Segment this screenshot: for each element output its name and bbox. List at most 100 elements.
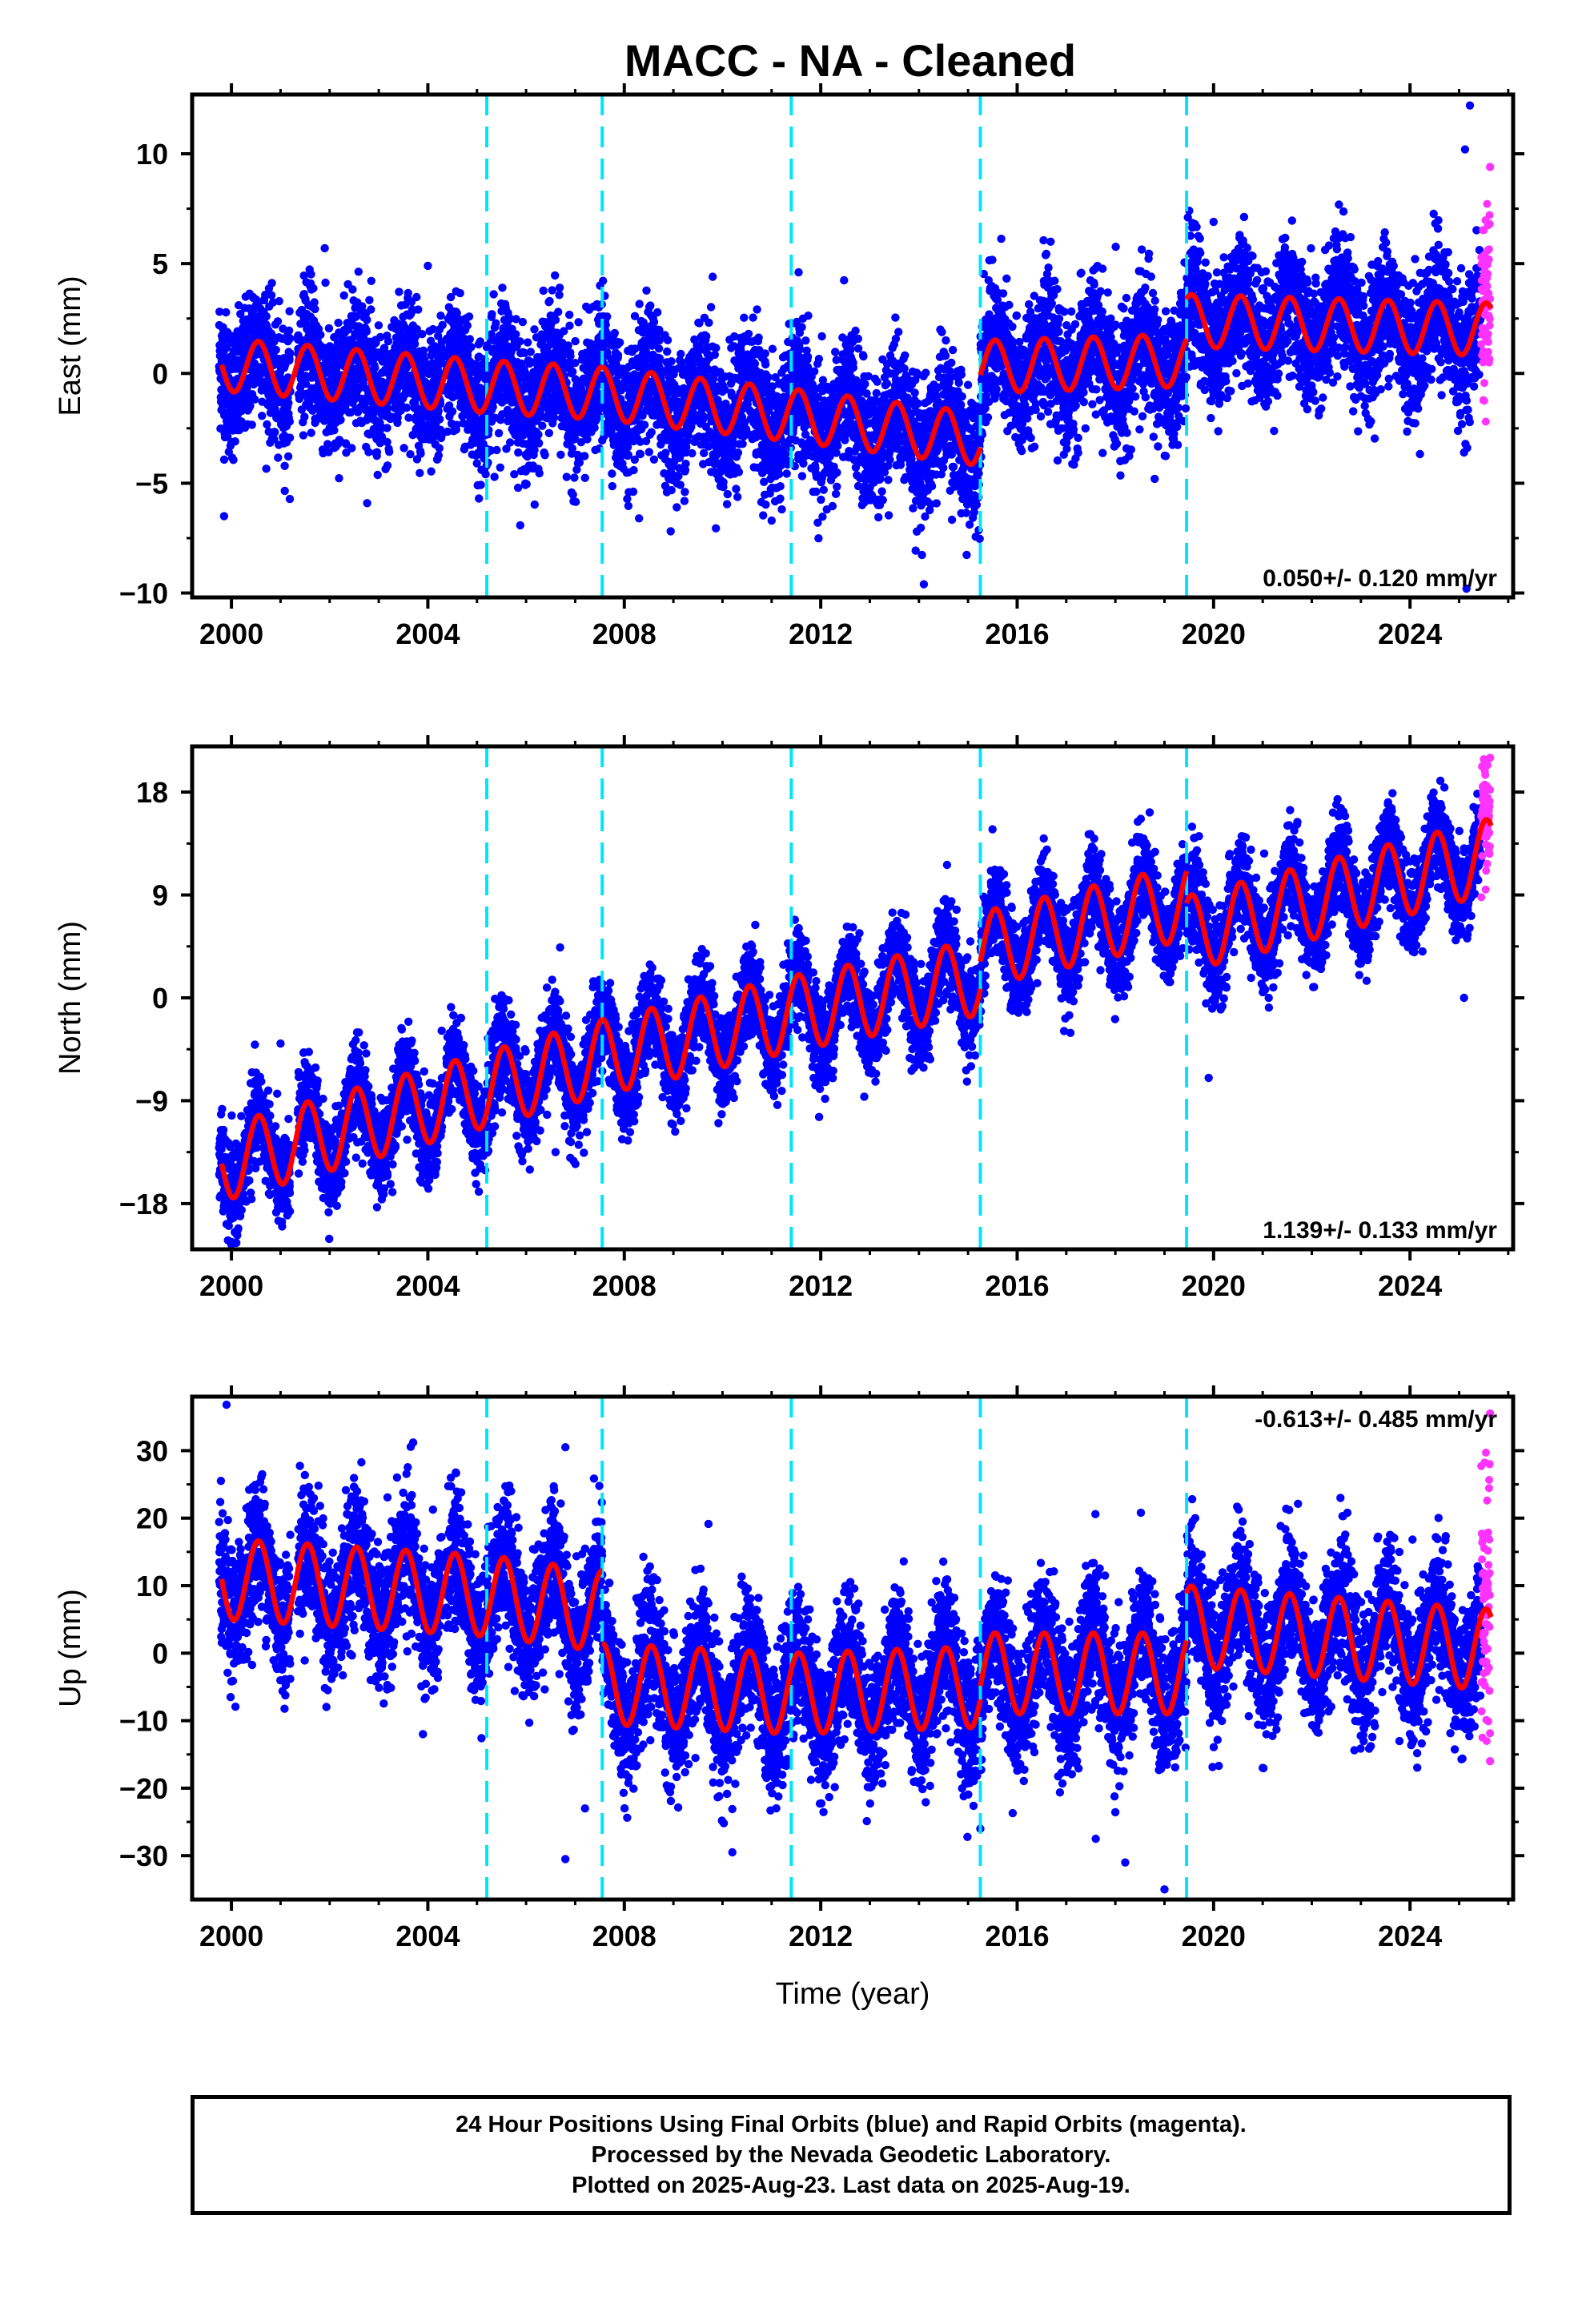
- data-point: [301, 380, 311, 388]
- data-point: [599, 276, 608, 285]
- data-point: [522, 480, 531, 489]
- data-point: [712, 344, 721, 352]
- data-point: [545, 296, 554, 306]
- data-point: [348, 285, 357, 294]
- data-point: [363, 316, 371, 324]
- data-point: [367, 276, 375, 285]
- data-point: [427, 467, 436, 476]
- data-point: [416, 449, 425, 458]
- data-point: [677, 349, 685, 359]
- data-point: [247, 420, 256, 429]
- data-point: [490, 472, 499, 481]
- data-point: [321, 278, 330, 287]
- data-point: [673, 503, 681, 512]
- data-point: [884, 476, 893, 485]
- data-point: [636, 449, 645, 459]
- data-point: [649, 455, 659, 464]
- data-point: [680, 497, 689, 505]
- data-point: [513, 483, 523, 493]
- data-point: [646, 301, 655, 310]
- data-point: [580, 452, 589, 460]
- data-point: [712, 524, 721, 533]
- data-point: [270, 435, 279, 444]
- data-point: [362, 327, 371, 336]
- data-point: [535, 468, 544, 478]
- data-point: [878, 496, 887, 505]
- data-point: [219, 455, 229, 464]
- data-point: [516, 521, 524, 530]
- data-point: [492, 445, 501, 455]
- data-point: [616, 338, 624, 347]
- data-point: [271, 428, 279, 436]
- data-point: [408, 305, 417, 314]
- data-point: [666, 527, 675, 536]
- data-point: [833, 468, 841, 477]
- data-point: [885, 456, 894, 464]
- data-point: [420, 356, 429, 364]
- data-point: [782, 469, 791, 478]
- data-point: [814, 355, 824, 364]
- data-point: [483, 341, 492, 350]
- data-point: [347, 444, 356, 452]
- data-point: [504, 313, 514, 322]
- data-point: [810, 367, 819, 376]
- data-point: [663, 347, 672, 356]
- data-point: [404, 413, 413, 422]
- data-point: [412, 292, 421, 302]
- data-point: [476, 480, 485, 489]
- data-point: [641, 436, 651, 445]
- data-point: [566, 352, 575, 360]
- data-point: [416, 468, 424, 477]
- data-point: [733, 448, 743, 457]
- data-point: [365, 296, 374, 304]
- data-point: [418, 330, 427, 339]
- data-point: [465, 335, 474, 344]
- data-point: [872, 388, 881, 398]
- data-point: [635, 300, 644, 308]
- data-point: [438, 320, 447, 330]
- data-point: [861, 380, 869, 388]
- data-point: [877, 487, 886, 496]
- data-point: [263, 420, 271, 429]
- series-final-orbits: [215, 200, 1486, 560]
- data-point: [640, 420, 649, 429]
- data-points: [215, 101, 1495, 593]
- data-point: [828, 501, 837, 511]
- data-point: [342, 448, 351, 457]
- data-point: [630, 312, 640, 320]
- data-point: [436, 312, 445, 320]
- data-point: [706, 303, 716, 312]
- data-point: [464, 312, 474, 321]
- data-point: [624, 450, 632, 460]
- data-point: [448, 407, 457, 416]
- data-point: [271, 345, 280, 355]
- data-point: [258, 412, 267, 420]
- data-point: [375, 332, 385, 342]
- data-point: [667, 485, 676, 495]
- data-point: [371, 338, 380, 348]
- data-point: [814, 534, 823, 543]
- data-point: [655, 354, 665, 363]
- data-point: [446, 292, 456, 302]
- data-point: [616, 452, 625, 461]
- data-point: [385, 448, 394, 456]
- data-point: [227, 332, 235, 340]
- data-point: [323, 440, 332, 448]
- data-point: [395, 287, 404, 296]
- data-point: [797, 323, 806, 332]
- data-point: [705, 318, 713, 328]
- data-point: [251, 395, 259, 404]
- data-point: [851, 326, 860, 336]
- data-point: [580, 473, 589, 482]
- data-point: [891, 313, 900, 322]
- data-point: [501, 396, 510, 404]
- data-point: [286, 349, 295, 358]
- data-point: [583, 435, 592, 444]
- data-point: [434, 451, 443, 460]
- data-point: [548, 286, 556, 295]
- data-point: [334, 318, 343, 328]
- data-point: [849, 363, 858, 372]
- data-point: [502, 444, 511, 453]
- data-point: [489, 290, 498, 299]
- data-point: [603, 312, 612, 321]
